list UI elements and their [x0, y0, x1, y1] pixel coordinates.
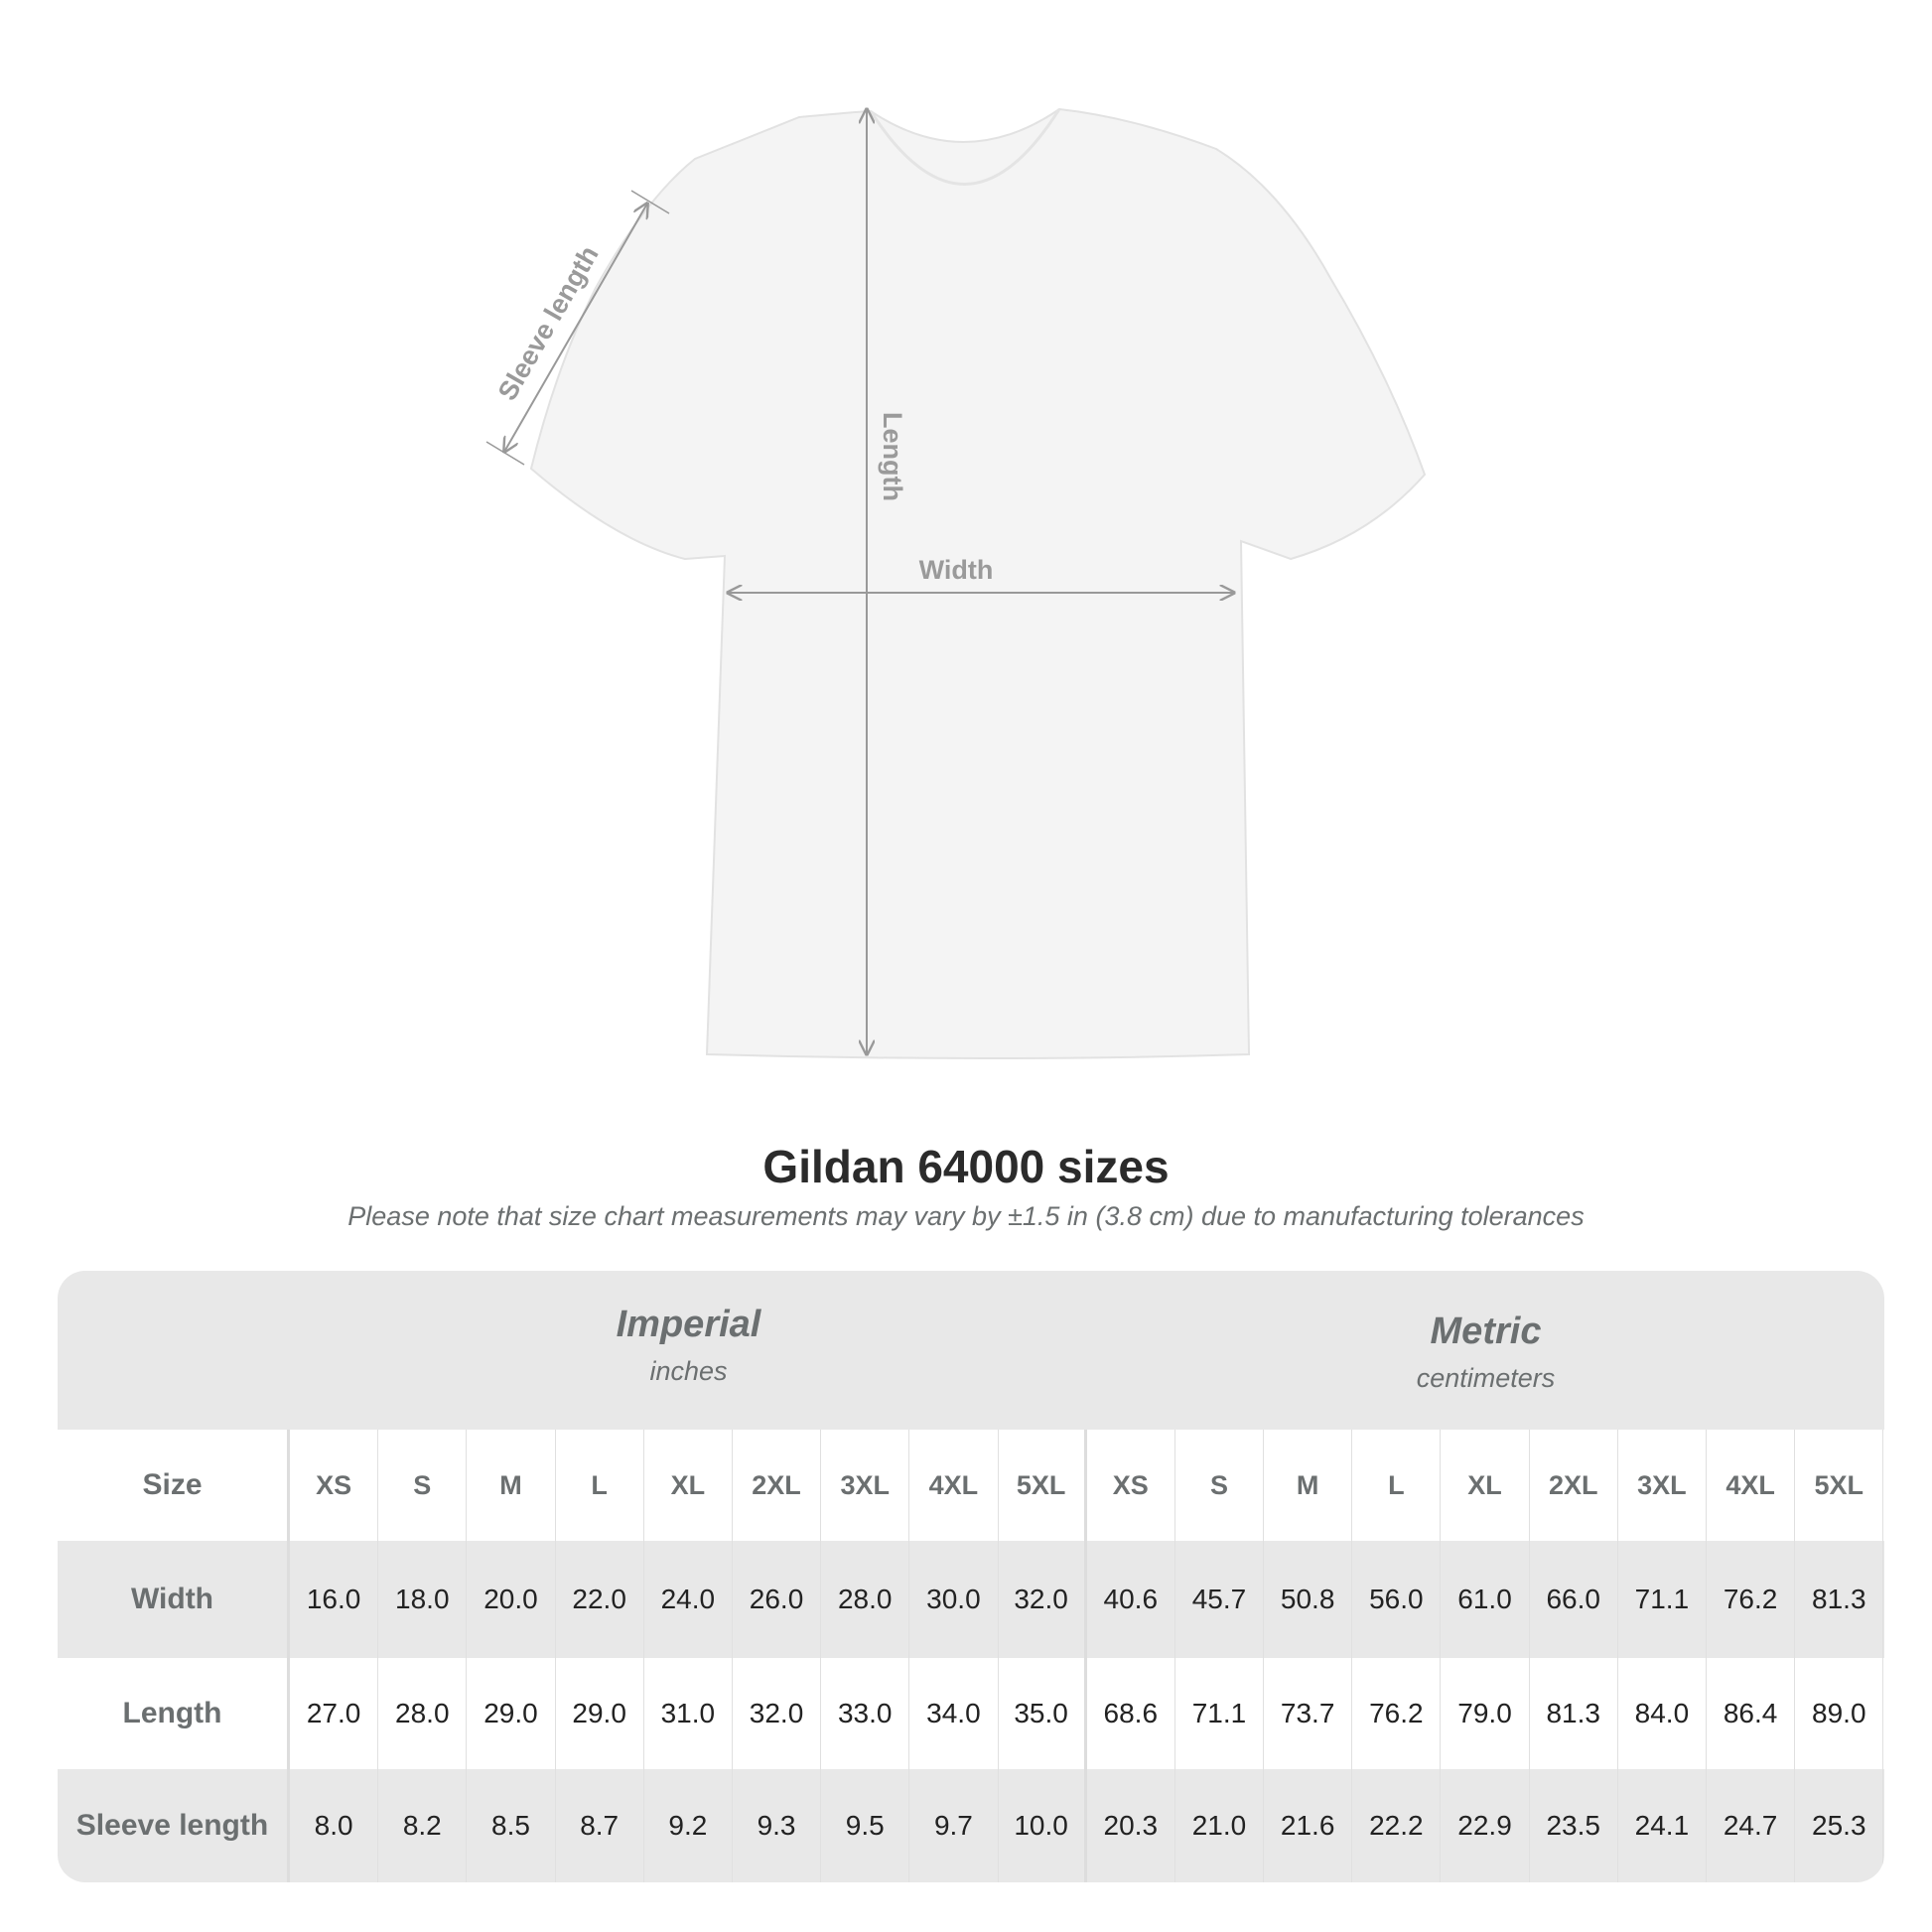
size-header-cell: 2XL: [1530, 1430, 1618, 1541]
table-row-length: Length 27.0 28.0 29.0 29.0 31.0 32.0 33.0 34.0 35…: [58, 1658, 1884, 1769]
table-cell: 21.6: [1264, 1769, 1353, 1882]
table-cell: 8.0: [290, 1769, 379, 1882]
table-cell: 71.1: [1618, 1541, 1707, 1658]
table-cell: 34.0: [909, 1658, 999, 1769]
size-header-cell: M: [1264, 1430, 1353, 1541]
table-cell: 50.8: [1264, 1541, 1353, 1658]
table-cell: 45.7: [1175, 1541, 1265, 1658]
table-cell: 40.6: [1087, 1541, 1175, 1658]
size-row: Size XS S M L XL 2XL 3XL 4XL 5XL XS S M L XL 2XL 3XL 4XL…: [58, 1430, 1884, 1541]
table-cell: 33.0: [821, 1658, 910, 1769]
table-cell: 29.0: [467, 1658, 556, 1769]
table-cell: 32.0: [733, 1658, 822, 1769]
table-cell: 30.0: [909, 1541, 999, 1658]
table-cell: 28.0: [378, 1658, 468, 1769]
size-header-cell: 4XL: [1707, 1430, 1796, 1541]
table-cell: 9.2: [644, 1769, 733, 1882]
table-cell: 25.3: [1795, 1769, 1884, 1882]
table-cell: 35.0: [999, 1658, 1087, 1769]
table-cell: 71.1: [1175, 1658, 1265, 1769]
imperial-header: Imperial inches: [290, 1304, 1087, 1387]
metric-title: Metric: [1430, 1311, 1542, 1352]
table-cell: 22.0: [556, 1541, 644, 1658]
tshirt-diagram: Width Length Sleeve length: [485, 0, 1427, 1059]
table-cell: 16.0: [290, 1541, 379, 1658]
table-cell: 22.9: [1441, 1769, 1530, 1882]
sleeve-arrow: [504, 204, 647, 452]
imperial-unit: inches: [649, 1356, 728, 1386]
table-cell: 29.0: [556, 1658, 644, 1769]
size-table: Imperial inches Metric centimeters Size …: [58, 1271, 1884, 1882]
table-cell: 24.1: [1618, 1769, 1707, 1882]
table-cell: 8.5: [467, 1769, 556, 1882]
table-cell: 9.7: [909, 1769, 999, 1882]
table-cell: 61.0: [1441, 1541, 1530, 1658]
table-cell: 24.0: [644, 1541, 733, 1658]
size-header-cell: M: [467, 1430, 556, 1541]
table-cell: 73.7: [1264, 1658, 1353, 1769]
size-header-cell: 5XL: [1795, 1430, 1884, 1541]
size-header-cell: XL: [1441, 1430, 1530, 1541]
size-header-cell: L: [1352, 1430, 1442, 1541]
row-label: Sleeve length: [58, 1769, 290, 1882]
size-header-cell: 4XL: [909, 1430, 999, 1541]
metric-header: Metric centimeters: [1087, 1311, 1884, 1394]
size-header-cell: 3XL: [1618, 1430, 1707, 1541]
imperial-title: Imperial: [616, 1304, 761, 1345]
table-cell: 26.0: [733, 1541, 822, 1658]
table-cell: 21.0: [1175, 1769, 1265, 1882]
table-cell: 8.2: [378, 1769, 468, 1882]
table-cell: 86.4: [1707, 1658, 1796, 1769]
size-header-cell: XS: [1087, 1430, 1175, 1541]
size-header-cell: XS: [290, 1430, 379, 1541]
table-cell: 27.0: [290, 1658, 379, 1769]
table-row-sleeve-length: Sleeve length 8.0 8.2 8.5 8.7 9.2 9.3 9.5 9.7 10.…: [58, 1769, 1884, 1882]
size-header-cell: L: [556, 1430, 644, 1541]
table-row-width: Width 16.0 18.0 20.0 22.0 24.0 26.0 28.0 30.0 32.…: [58, 1541, 1884, 1658]
table-cell: 20.3: [1087, 1769, 1175, 1882]
table-cell: 68.6: [1087, 1658, 1175, 1769]
table-cell: 24.7: [1707, 1769, 1796, 1882]
length-label: Length: [878, 412, 907, 501]
tolerance-note: Please note that size chart measurements…: [347, 1201, 1585, 1231]
size-header-cell: S: [378, 1430, 468, 1541]
table-cell: 81.3: [1795, 1541, 1884, 1658]
table-cell: 18.0: [378, 1541, 468, 1658]
table-cell: 76.2: [1352, 1658, 1442, 1769]
table-cell: 89.0: [1795, 1658, 1884, 1769]
size-label: Size: [58, 1430, 290, 1541]
table-cell: 10.0: [999, 1769, 1087, 1882]
table-cell: 84.0: [1618, 1658, 1707, 1769]
size-header-cell: 5XL: [999, 1430, 1087, 1541]
chart-title: Gildan 64000 sizes: [762, 1141, 1170, 1192]
table-cell: 31.0: [644, 1658, 733, 1769]
table-cell: 66.0: [1530, 1541, 1618, 1658]
size-header-cell: S: [1175, 1430, 1265, 1541]
table-cell: 22.2: [1352, 1769, 1442, 1882]
table-cell: 8.7: [556, 1769, 644, 1882]
table-cell: 9.3: [733, 1769, 822, 1882]
size-header-cell: 2XL: [733, 1430, 822, 1541]
table-cell: 20.0: [467, 1541, 556, 1658]
table-cell: 32.0: [999, 1541, 1087, 1658]
table-cell: 56.0: [1352, 1541, 1442, 1658]
table-cell: 81.3: [1530, 1658, 1618, 1769]
table-cell: 28.0: [821, 1541, 910, 1658]
table-cell: 9.5: [821, 1769, 910, 1882]
table-cell: 79.0: [1441, 1658, 1530, 1769]
unit-header-band: [58, 1271, 1884, 1430]
metric-unit: centimeters: [1416, 1363, 1556, 1393]
row-label: Width: [58, 1541, 290, 1658]
size-header-cell: 3XL: [821, 1430, 910, 1541]
table-cell: 76.2: [1707, 1541, 1796, 1658]
table-cell: 23.5: [1530, 1769, 1618, 1882]
row-label: Length: [58, 1658, 290, 1769]
size-header-cell: XL: [644, 1430, 733, 1541]
width-label: Width: [919, 555, 994, 585]
